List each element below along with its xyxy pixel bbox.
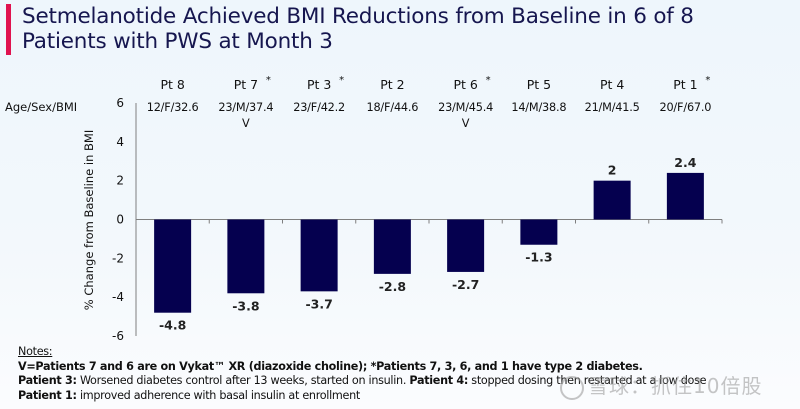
patient-label: Pt 8 [160,77,184,92]
age-sex-bmi-row-label: Age/Sex/BMI [5,100,77,114]
y-axis-label: % Change from Baseline in BMI [82,130,96,310]
y-axis-ticks: 6 4 2 0 -2 -4 -6 [112,96,124,343]
axes [135,103,723,336]
notes-line-1: V=Patients 7 and 6 are on Vykat™ XR (dia… [18,360,706,375]
y-tick-label: -4 [112,290,124,304]
age-sex-bmi-value: 14/M/38.8 [511,101,566,114]
watermark-text: 雪球：抓住10倍股 [588,374,763,398]
age-sex-bmi-value: 21/M/41.5 [585,101,640,114]
bar-pt-7 [227,219,265,294]
y-tick-label: 2 [116,174,124,188]
notes-heading: Notes: [18,345,53,358]
age-sex-bmi-value: 23/M/45.4 [438,101,493,114]
y-tick-label: 0 [116,213,124,227]
value-label: 2 [608,163,617,178]
value-label: -1.3 [525,250,552,265]
value-label: -4.8 [159,318,186,333]
y-tick-label: 4 [116,135,124,149]
vykat-marker: V [242,117,250,130]
diabetes-asterisk: * [486,75,491,86]
patient-3-note: Worsened diabetes control after 13 weeks… [76,374,410,387]
patient-label: Pt 1 [673,77,697,92]
notes: Notes: V=Patients 7 and 6 are on Vykat™ … [18,345,707,404]
bar-pt-2 [373,219,411,274]
value-label: 2.4 [674,155,696,170]
slide-title: Setmelanotide Achieved BMI Reductions fr… [22,4,782,54]
value-label: -3.7 [305,296,332,311]
age-sex-bmi-value: 20/F/67.0 [659,101,711,114]
age-sex-bmi-value: 23/M/37.4 [218,101,273,114]
bar-pt-3 [300,219,338,292]
title-line-1: Setmelanotide Achieved BMI Reductions fr… [22,4,694,29]
patient-4-note: stopped dosing then restarted at a low d… [468,374,707,387]
patient-4-label: Patient 4: [409,374,469,387]
patient-1-label: Patient 1: [18,388,77,402]
age-sex-bmi-value: 18/F/44.6 [366,101,418,114]
bar-pt-8 [154,219,192,313]
diabetes-asterisk: * [339,75,344,86]
bar-pt-4 [593,180,631,220]
value-label: -2.8 [379,279,406,294]
diabetes-asterisk: * [266,75,271,86]
patient-label: Pt 6 [453,77,477,92]
value-label: -3.8 [232,298,259,313]
diabetes-asterisk: * [705,75,710,86]
bars [154,172,704,313]
watermark: 雪球：抓住10倍股 [560,370,762,400]
patient-1-note: improved adherence with basal insulin at… [76,388,360,402]
patient-label: Pt 5 [527,77,551,92]
bar-pt-5 [520,219,558,245]
snowball-logo-icon [560,375,584,400]
patient-label: Pt 4 [600,77,624,92]
vykat-marker: V [462,117,470,130]
notes-line-2: Patient 3: Worsened diabetes control aft… [18,374,707,389]
bar-pt-6 [447,219,485,272]
title-line-2: Patients with PWS at Month 3 [22,29,333,54]
patient-label: Pt 3 [307,77,331,92]
y-tick-label: -6 [112,329,124,343]
patient-label: Pt 7 [234,77,258,92]
bar-pt-1 [666,172,704,220]
notes-line-3: Patient 1: improved adherence with basal… [18,389,706,404]
value-labels: -4.8 -3.8 -3.7 -2.8 -2.7 -1.3 2 2.4 [159,155,697,333]
age-sex-bmi-value: 23/F/42.2 [293,101,345,114]
y-tick-label: 6 [116,96,124,110]
title-accent-bar [6,4,11,55]
y-tick-label: -2 [112,251,124,265]
notes-vykat-text: V=Patients 7 and 6 are on Vykat™ XR (dia… [18,359,643,373]
age-sex-bmi-value: 12/F/32.6 [147,101,199,114]
patient-headers: Pt 8 12/F/32.6 Pt 7 * 23/M/37.4 V Pt 3 * 23/F/42… [147,75,712,130]
patient-3-label: Patient 3: [18,374,77,387]
patient-label: Pt 2 [380,77,404,92]
value-label: -2.7 [452,277,479,292]
